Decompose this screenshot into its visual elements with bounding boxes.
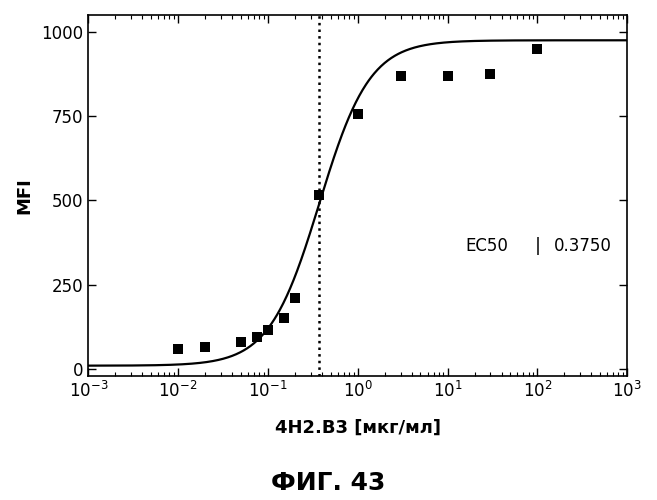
Point	[200, 343, 210, 351]
Point	[279, 314, 289, 322]
Point	[314, 192, 325, 200]
Point	[396, 72, 406, 80]
Text: |: |	[535, 237, 541, 255]
Point	[485, 70, 495, 78]
Y-axis label: MFI: MFI	[15, 177, 33, 214]
Text: EC50: EC50	[465, 237, 509, 255]
Point	[532, 44, 543, 52]
Point	[173, 345, 183, 353]
Text: 0.3750: 0.3750	[555, 237, 612, 255]
Point	[252, 333, 262, 341]
Text: 4H2.B3 [мкг/мл]: 4H2.B3 [мкг/мл]	[275, 419, 441, 437]
Point	[236, 338, 246, 346]
Text: ФИГ. 43: ФИГ. 43	[271, 471, 386, 495]
Point	[263, 326, 273, 334]
Point	[442, 72, 453, 80]
Point	[352, 110, 363, 118]
Point	[290, 294, 300, 302]
